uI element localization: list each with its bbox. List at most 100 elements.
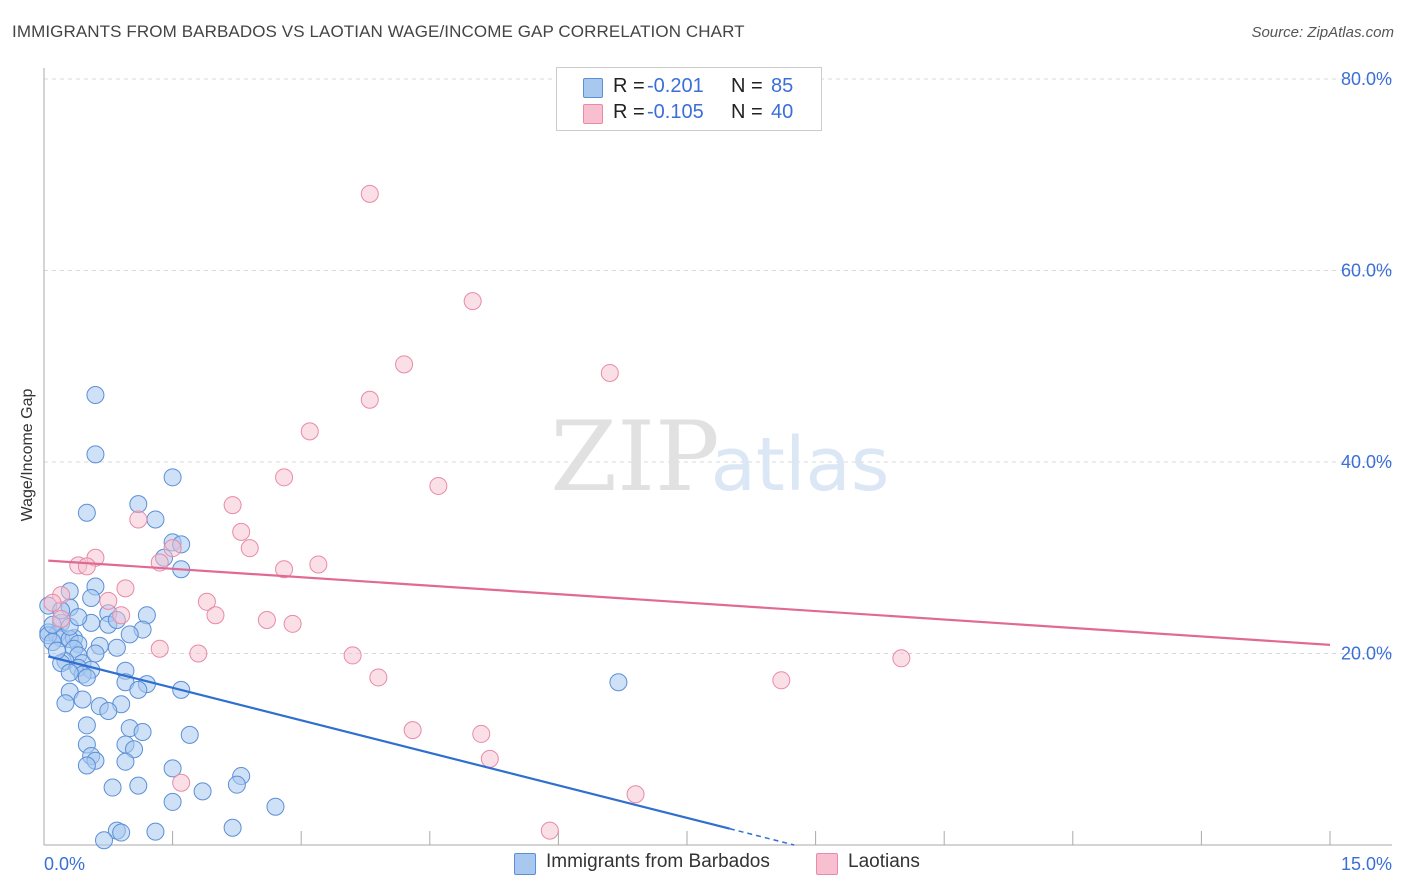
data-point-laotians <box>275 560 294 579</box>
data-point-laotians <box>600 363 619 382</box>
legend-swatch-barbados <box>583 78 603 98</box>
data-point-laotians <box>369 668 388 687</box>
bottom-legend-label-barbados: Immigrants from Barbados <box>546 851 770 872</box>
data-point-barbados <box>99 701 118 720</box>
legend-r-label: R = <box>613 101 645 123</box>
y-tick-label: 40.0% <box>1341 452 1392 472</box>
data-point-laotians <box>360 184 379 203</box>
chart-title: IMMIGRANTS FROM BARBADOS VS LAOTIAN WAGE… <box>12 22 745 41</box>
legend-n-label: N = <box>731 75 763 97</box>
data-point-laotians <box>480 749 499 768</box>
legend-r-value: -0.201 <box>647 75 704 97</box>
data-point-barbados <box>77 668 96 687</box>
legend-n-label: N = <box>731 101 763 123</box>
data-point-barbados <box>180 725 199 744</box>
trend-line-laotians <box>48 559 1331 646</box>
data-point-barbados <box>129 495 148 514</box>
data-point-laotians <box>626 785 645 804</box>
data-point-laotians <box>52 610 71 629</box>
series-laotians-points <box>43 184 911 840</box>
legend-swatch-laotians <box>583 104 603 124</box>
data-point-laotians <box>112 606 131 625</box>
legend-r-label: R = <box>613 75 645 97</box>
data-point-laotians <box>283 614 302 633</box>
grid-lines <box>44 78 1392 654</box>
data-point-barbados <box>69 608 88 627</box>
data-point-laotians <box>116 579 135 598</box>
data-point-laotians <box>309 555 328 574</box>
data-point-laotians <box>360 390 379 409</box>
data-point-barbados <box>163 759 182 778</box>
data-point-laotians <box>77 557 96 576</box>
data-point-barbados <box>193 782 212 801</box>
trend-lines <box>48 559 1331 846</box>
data-point-barbados <box>125 740 144 759</box>
data-point-barbados <box>146 822 165 841</box>
data-point-barbados <box>103 778 122 797</box>
legend-n-value: 40 <box>771 101 794 123</box>
data-point-barbados <box>86 445 105 464</box>
data-point-laotians <box>197 592 216 611</box>
data-point-barbados <box>77 756 96 775</box>
data-point-laotians <box>189 644 208 663</box>
data-point-barbados <box>107 638 126 657</box>
watermark: ZIP atlas <box>550 401 889 513</box>
data-point-laotians <box>232 522 251 541</box>
data-point-barbados <box>77 716 96 735</box>
data-point-barbados <box>609 673 628 692</box>
data-point-barbados <box>77 503 96 522</box>
data-point-laotians <box>892 649 911 668</box>
data-point-laotians <box>472 724 491 743</box>
data-point-barbados <box>223 818 242 837</box>
data-point-laotians <box>163 539 182 558</box>
data-point-barbados <box>112 823 131 842</box>
data-point-laotians <box>150 639 169 658</box>
bottom-legend-swatch-laotians <box>816 853 838 875</box>
legend-r-value: -0.105 <box>647 101 704 123</box>
trend-line-barbados <box>48 655 731 830</box>
data-point-barbados <box>86 385 105 404</box>
data-point-laotians <box>395 355 414 374</box>
data-point-barbados <box>163 792 182 811</box>
data-point-barbados <box>163 468 182 487</box>
data-point-barbados <box>116 752 135 771</box>
y-tick-label: 20.0% <box>1341 644 1392 664</box>
data-point-laotians <box>429 476 448 495</box>
data-point-laotians <box>223 496 242 515</box>
data-point-barbados <box>129 776 148 795</box>
data-point-laotians <box>206 606 225 625</box>
data-point-barbados <box>73 690 92 709</box>
data-point-barbados <box>95 831 114 850</box>
data-point-barbados <box>120 625 139 644</box>
x-tick-label: 15.0% <box>1341 854 1392 874</box>
x-tick-label: 0.0% <box>44 854 85 874</box>
data-point-laotians <box>172 773 191 792</box>
data-point-laotians <box>403 721 422 740</box>
y-tick-label: 80.0% <box>1341 69 1392 89</box>
data-point-barbados <box>82 588 101 607</box>
trend-line-barbados-extension <box>729 828 795 846</box>
series-barbados-points <box>39 385 628 850</box>
tick-labels: 20.0% 40.0% 60.0% 80.0% 0.0% 15.0% <box>44 69 1392 874</box>
data-point-barbados <box>56 694 75 713</box>
axes <box>43 68 1392 846</box>
data-point-barbados <box>60 663 79 682</box>
watermark-zip: ZIP <box>550 401 719 513</box>
data-point-laotians <box>772 671 791 690</box>
data-point-barbados <box>266 797 285 816</box>
data-point-laotians <box>300 422 319 441</box>
data-point-barbados <box>146 510 165 529</box>
data-point-laotians <box>257 610 276 629</box>
y-tick-label: 60.0% <box>1341 261 1392 281</box>
data-point-laotians <box>129 510 148 529</box>
correlation-legend: R = -0.201 N = 85 R = -0.105 N = 40 <box>556 67 822 131</box>
data-point-barbados <box>133 723 152 742</box>
data-point-laotians <box>43 593 62 612</box>
data-point-laotians <box>240 539 259 558</box>
legend-n-value: 85 <box>771 75 794 97</box>
data-point-laotians <box>463 292 482 311</box>
data-point-laotians <box>540 821 559 840</box>
data-point-laotians <box>275 468 294 487</box>
data-point-barbados <box>227 775 246 794</box>
